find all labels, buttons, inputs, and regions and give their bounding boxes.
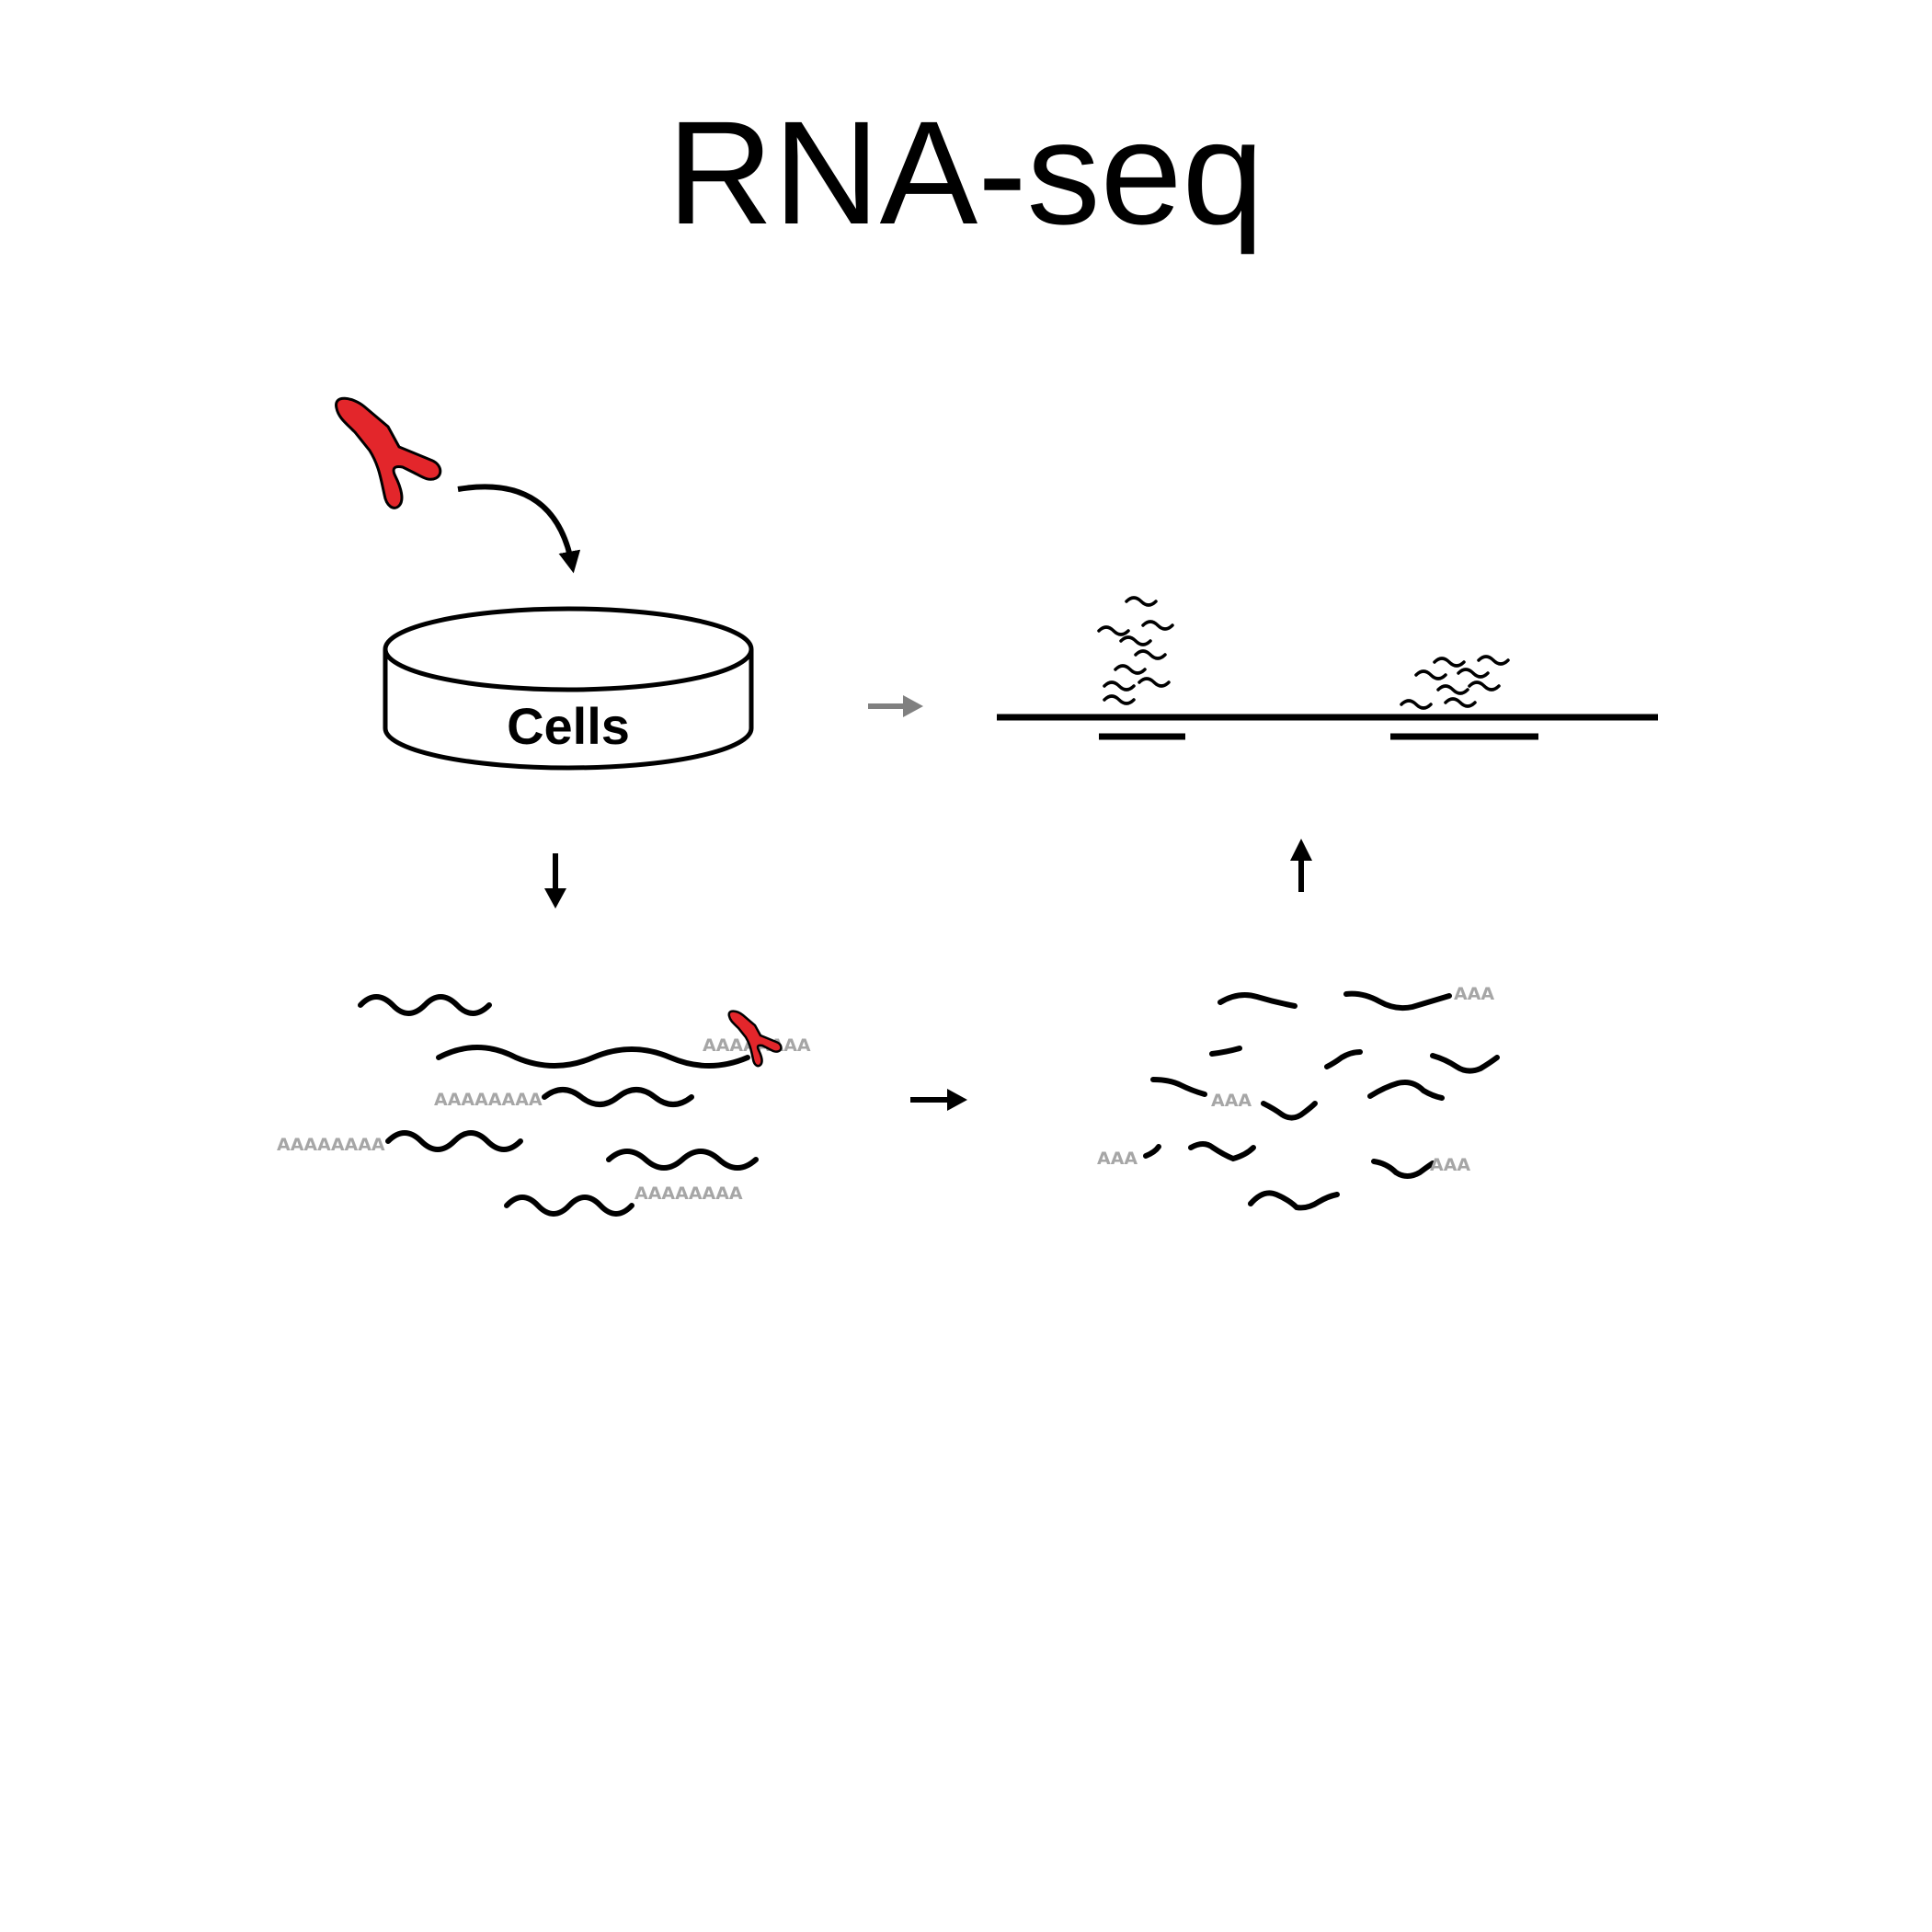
read	[1119, 635, 1152, 646]
rna-fragment	[1188, 1141, 1256, 1162]
polya-tail: AAAAAAAA	[434, 1090, 543, 1110]
rna-strand	[504, 1195, 634, 1217]
rna-strand	[358, 994, 492, 1016]
gray-arrow-icon	[868, 695, 923, 717]
rna-fragment	[1209, 1046, 1242, 1057]
read	[1400, 699, 1433, 710]
read	[1137, 677, 1171, 688]
read	[1114, 664, 1147, 675]
polya-tail: AAAAAAAA	[634, 1183, 743, 1204]
read	[1141, 620, 1174, 631]
rna-fragment	[1430, 1053, 1500, 1074]
read	[1134, 649, 1167, 660]
read	[1468, 680, 1501, 692]
page-title: RNA-seq	[667, 90, 1263, 255]
bound-antibody-icon	[727, 1010, 783, 1068]
rna-fragment	[1143, 1144, 1161, 1159]
rna-fragment	[1150, 1077, 1207, 1097]
read-pileup-1	[1097, 596, 1174, 705]
antibody-shape	[335, 396, 442, 509]
polya-tail: AAAAAAAA	[277, 1135, 385, 1155]
up-arrow-icon	[1290, 839, 1312, 892]
read	[1125, 596, 1158, 607]
read	[1097, 625, 1130, 636]
cell-dish-icon	[383, 606, 754, 771]
rna-pool	[358, 994, 759, 1217]
down-arrow-icon	[544, 853, 566, 909]
rna-strand	[606, 1149, 759, 1171]
cells-label: Cells	[507, 697, 630, 755]
polya-tail-short: AAA	[1211, 1091, 1252, 1111]
read-pileup-2	[1400, 655, 1510, 710]
read	[1457, 668, 1490, 679]
read	[1433, 657, 1466, 668]
read	[1103, 680, 1136, 692]
read	[1444, 697, 1477, 708]
rna-strand	[542, 1087, 694, 1107]
read	[1436, 684, 1469, 695]
rna-fragment	[1367, 1080, 1445, 1101]
rna-fragments	[1143, 990, 1500, 1211]
antibody-icon	[335, 396, 442, 509]
curved-arrow-icon	[457, 484, 581, 574]
read	[1477, 655, 1510, 666]
rna-fragment	[1324, 1049, 1363, 1069]
polya-tail-short: AAA	[1430, 1155, 1470, 1175]
rna-fragment	[1371, 1159, 1435, 1179]
read	[1414, 669, 1447, 680]
rna-fragment	[1218, 992, 1298, 1009]
polya-tail-short: AAA	[1097, 1149, 1137, 1169]
rna-fragment	[1248, 1190, 1340, 1211]
rna-strand	[436, 1045, 750, 1069]
read	[1103, 694, 1136, 705]
rna-strand	[385, 1130, 523, 1152]
polya-tail-short: AAA	[1454, 984, 1494, 1004]
rna-fragment	[1343, 990, 1452, 1012]
right-arrow-icon	[910, 1089, 967, 1111]
rna-fragment	[1261, 1101, 1318, 1121]
